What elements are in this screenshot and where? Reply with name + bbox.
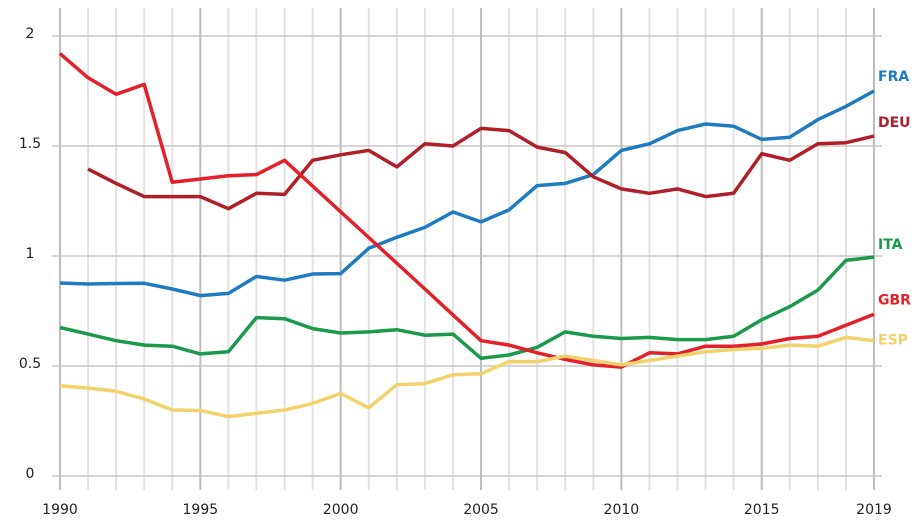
- y-tick-label: 0: [26, 466, 35, 482]
- y-tick-label: 1: [26, 246, 35, 262]
- series-line: [59, 255, 875, 361]
- y-tick-label: 2: [26, 26, 35, 42]
- x-tick-label: 2015: [744, 502, 780, 518]
- series-label: DEU: [878, 115, 911, 131]
- series-label: ITA: [878, 237, 903, 253]
- x-tick-label: 2000: [323, 502, 359, 518]
- y-tick-label: 0.5: [19, 356, 41, 372]
- series-line: [59, 335, 875, 419]
- x-tick-label: 1990: [42, 502, 78, 518]
- x-tick-label: 2005: [463, 502, 499, 518]
- series-line: [58, 52, 875, 369]
- x-tick-label: 2010: [604, 502, 640, 518]
- y-tick-label: 1.5: [19, 136, 41, 152]
- series-line: [87, 126, 875, 211]
- series-label: GBR: [878, 292, 911, 308]
- series-line: [59, 89, 875, 298]
- x-tick-label: 1995: [183, 502, 219, 518]
- series-label: ESP: [878, 333, 908, 349]
- x-tick-label: 2019: [856, 502, 892, 518]
- series-label: FRA: [878, 69, 909, 85]
